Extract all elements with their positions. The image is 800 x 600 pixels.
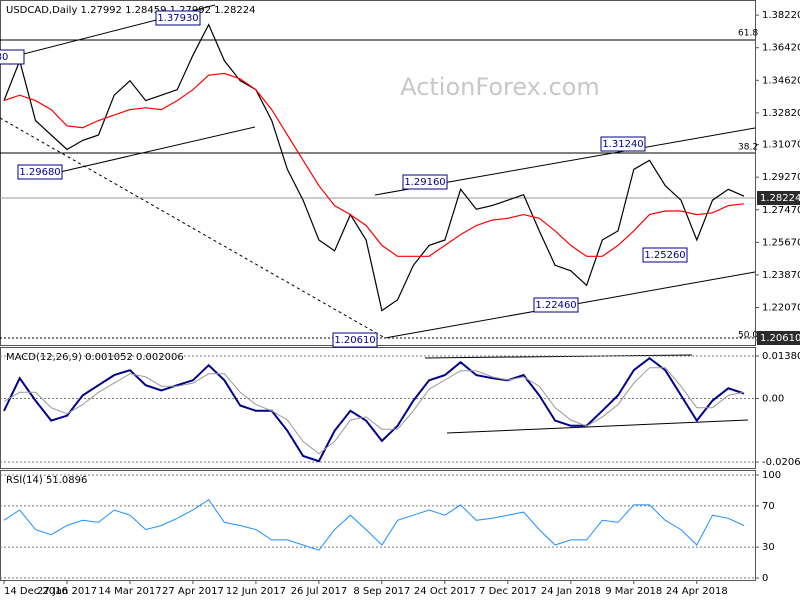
- series-line: [3, 499, 745, 551]
- price-label: 80: [0, 52, 8, 63]
- x-tick-label: 9 Mar 2018: [605, 586, 662, 597]
- trend-line: [0, 117, 386, 339]
- x-tick-label: 27 Jan 2017: [37, 586, 97, 597]
- panel-title: USDCAD,Daily 1.27992 1.28459 1.27992 1.2…: [6, 5, 256, 16]
- y-tick-label: 1.32820: [762, 108, 800, 119]
- x-tick-label: 14 Mar 2017: [98, 586, 161, 597]
- price-label-box: [0, 49, 25, 65]
- x-tick-label: 27 Apr 2017: [162, 586, 224, 597]
- y-tick-label: 1.36420: [762, 43, 800, 54]
- series-line: [3, 356, 745, 463]
- y-tick-label: 1.22070: [762, 303, 800, 314]
- price-label: 1.29680: [19, 167, 60, 178]
- price-label-box: [600, 136, 646, 152]
- y-tick-label: 0.00: [762, 393, 784, 404]
- watermark: ActionForex.com: [400, 73, 600, 101]
- y-tick-label: 70: [762, 501, 775, 512]
- price-label-box: [533, 297, 579, 313]
- current-price-box: [757, 191, 800, 205]
- price-label: 1.22460: [535, 300, 576, 311]
- frames: [0, 0, 756, 581]
- price-label: 1.37930: [157, 13, 198, 24]
- price-frame: [0, 0, 756, 346]
- fib-label: 61.8: [738, 29, 758, 39]
- x-tick-label: 14 Dec 2016: [4, 586, 68, 597]
- price-label: 1.29160: [404, 177, 445, 188]
- x-tick-label: 7 Dec 2017: [479, 586, 537, 597]
- y-tick-label: 1.25670: [762, 237, 800, 248]
- macd-frame: [0, 347, 756, 469]
- fib-label: 50.0: [738, 331, 758, 341]
- trend-line: [59, 126, 256, 173]
- y-tick-label: 1.31070: [762, 140, 800, 151]
- x-tick-label: 12 Jun 2017: [226, 586, 286, 597]
- x-tick-label: 26 Jul 2017: [291, 586, 348, 597]
- rsi-frame: [0, 470, 756, 581]
- price-label-box: [17, 164, 63, 180]
- y-tick-label: 1.27470: [762, 205, 800, 216]
- trend-line: [424, 354, 693, 359]
- x-tick-label: 24 Apr 2018: [666, 586, 728, 597]
- series-line: [3, 367, 745, 455]
- series-line: [3, 23, 745, 312]
- y-tick-label: -0.020648: [762, 457, 800, 468]
- y-tick-label: 0: [762, 573, 768, 584]
- axis-price-label: 1.20610: [760, 333, 800, 344]
- y-tick-label: 30: [762, 542, 775, 553]
- price-label-box: [155, 10, 201, 26]
- fib-label: 38.2: [738, 143, 758, 153]
- y-tick-label: 0.013800: [762, 351, 800, 362]
- price-label: 1.31240: [602, 139, 643, 150]
- price-label-box: [332, 332, 378, 348]
- current-price-label: 1.28224: [760, 193, 800, 204]
- trend-line: [446, 419, 749, 434]
- price-label: 1.25260: [644, 250, 685, 261]
- price-label-box: [402, 174, 448, 190]
- series-line: [3, 72, 745, 257]
- x-tick-label: 24 Jan 2018: [541, 586, 601, 597]
- panel-title: MACD(12,26,9) 0.001052 0.002006: [6, 352, 184, 363]
- y-tick-label: 1.34620: [762, 75, 800, 86]
- axis-price-box: [757, 331, 800, 345]
- y-tick-label: 1.29270: [762, 172, 800, 183]
- y-tick-label: 1.38220: [762, 10, 800, 21]
- y-tick-label: 100: [762, 470, 781, 481]
- price-label-box: [642, 247, 688, 263]
- price-label: 1.20610: [334, 335, 375, 346]
- x-tick-label: 8 Sep 2017: [353, 586, 410, 597]
- panel-title: RSI(14) 51.0896: [6, 475, 87, 486]
- y-tick-label: 1.23870: [762, 270, 800, 281]
- x-tick-label: 24 Oct 2017: [414, 586, 476, 597]
